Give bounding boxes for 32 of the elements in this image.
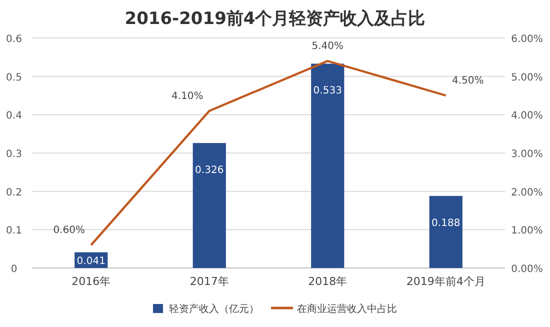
data-label: 0.326	[195, 165, 224, 176]
legend-label: 轻资产收入（亿元）	[169, 303, 259, 315]
y-tick-label: 0.4	[6, 110, 22, 122]
bar	[192, 143, 226, 268]
data-label: 5.40%	[312, 41, 344, 52]
y-tick-label: 0.2	[6, 187, 22, 198]
y2-tick-label: 3.00%	[511, 149, 543, 160]
y-tick-label: 0.6	[6, 34, 22, 45]
x-tick-label: 2017年	[190, 275, 229, 288]
y-tick-label: 0.3	[6, 149, 22, 160]
y2-tick-label: 4.00%	[511, 110, 543, 122]
data-label: 4.50%	[452, 76, 484, 86]
data-label: 0.041	[76, 256, 106, 267]
bar	[429, 196, 462, 268]
data-label: 0.188	[432, 218, 460, 229]
y2-tick-label: 1.00%	[511, 226, 543, 237]
y2-tick-label: 0.00%	[511, 264, 543, 275]
data-label: 0.533	[313, 86, 342, 97]
bar	[311, 64, 344, 268]
y-tick-label: 0.1	[6, 226, 22, 237]
y2-tick-label: 6.00%	[511, 34, 543, 45]
x-tick-label: 2018年	[308, 275, 348, 288]
y-tick-label: 0.5	[6, 72, 22, 84]
y2-tick-label: 5.00%	[511, 72, 543, 84]
chart-title: 2016-2019前4个月轻资产收入及占比	[124, 9, 426, 29]
data-label: 4.10%	[171, 90, 204, 102]
data-label: 0.60%	[53, 225, 86, 236]
x-tick-label: 2019年前4个月	[406, 275, 486, 288]
legend-label: 在商业运营收入中占比	[297, 303, 397, 315]
y-tick-label: 0	[10, 264, 18, 275]
x-tick-label: 2016年	[72, 275, 111, 288]
y2-tick-label: 2.00%	[511, 187, 543, 198]
